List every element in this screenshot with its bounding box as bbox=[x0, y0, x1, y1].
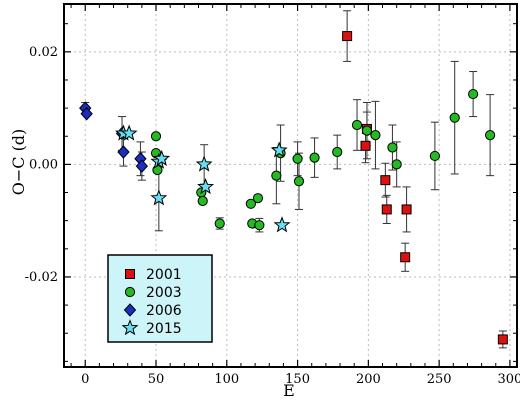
y-tick-label: 0.02 bbox=[29, 45, 58, 60]
data-point-2003 bbox=[449, 112, 460, 123]
legend-label-2003: 2003 bbox=[146, 285, 182, 301]
legend-marker-2001 bbox=[125, 269, 135, 279]
y-tick-label: -0.02 bbox=[25, 270, 58, 285]
data-point-2015 bbox=[197, 178, 215, 195]
x-tick-label: 200 bbox=[356, 372, 381, 387]
x-tick-label: 100 bbox=[214, 372, 239, 387]
data-point-2015 bbox=[273, 216, 291, 233]
data-point-2003 bbox=[271, 170, 282, 181]
data-point-2003 bbox=[245, 198, 256, 209]
legend-marker-2006 bbox=[123, 303, 137, 317]
legend-marker-2015 bbox=[121, 319, 139, 336]
data-point-2003 bbox=[351, 119, 363, 131]
data-point-2003 bbox=[254, 220, 265, 231]
x-tick-label: 0 bbox=[81, 372, 89, 387]
data-point-2003 bbox=[293, 176, 305, 187]
x-axis-title: E bbox=[283, 381, 295, 400]
legend-marker-2003 bbox=[124, 286, 136, 298]
x-tick-label: 150 bbox=[285, 372, 310, 387]
data-point-2015 bbox=[150, 189, 168, 206]
data-point-2006 bbox=[117, 145, 130, 159]
data-point-2006 bbox=[80, 107, 93, 121]
data-point-2003 bbox=[252, 193, 264, 204]
data-point-2003 bbox=[370, 130, 381, 141]
data-point-2003 bbox=[292, 153, 303, 164]
data-point-2001 bbox=[381, 204, 392, 215]
data-point-2006 bbox=[135, 159, 149, 173]
legend: 2001 2003 2006 2015 bbox=[107, 254, 213, 343]
axis-ticks: 0 50 100 150 200 250 300 -0.02 0.00 0.02 bbox=[25, 4, 520, 387]
x-tick-label: 300 bbox=[498, 372, 520, 387]
data-point-2003 bbox=[361, 125, 373, 136]
data-point-2003 bbox=[468, 88, 479, 100]
data-point-2001 bbox=[360, 140, 371, 151]
legend-label-2006: 2006 bbox=[146, 303, 182, 319]
plot-frame bbox=[63, 3, 518, 368]
x-tick-label: 250 bbox=[427, 372, 452, 387]
data-point-2003 bbox=[309, 152, 320, 163]
data-point-2001 bbox=[497, 334, 508, 345]
data-point-2003 bbox=[387, 142, 398, 153]
data-point-2001 bbox=[401, 204, 412, 215]
legend-items: 2001 2003 2006 2015 bbox=[121, 267, 182, 337]
y-axis-title: O−C (d) bbox=[9, 129, 28, 196]
data-point-2003 bbox=[391, 159, 402, 170]
data-point-2015 bbox=[153, 149, 171, 166]
y-tick-label: 0.00 bbox=[29, 157, 58, 172]
data-point-2015 bbox=[120, 124, 138, 141]
data-point-2001 bbox=[342, 31, 353, 42]
data-point-2015 bbox=[270, 141, 288, 158]
legend-label-2015: 2015 bbox=[146, 321, 182, 337]
data-point-2003 bbox=[150, 131, 162, 142]
x-tick-label: 50 bbox=[148, 372, 165, 387]
data-point-2003 bbox=[332, 146, 343, 158]
data-point-2003 bbox=[485, 130, 496, 141]
data-point-2003 bbox=[197, 195, 208, 207]
data-point-2003 bbox=[429, 150, 440, 162]
data-point-2001 bbox=[400, 252, 411, 263]
legend-label-2001: 2001 bbox=[146, 267, 182, 283]
data-markers bbox=[79, 31, 508, 345]
data-point-2003 bbox=[214, 218, 225, 229]
data-point-2015 bbox=[195, 155, 213, 172]
data-point-2001 bbox=[380, 175, 391, 186]
